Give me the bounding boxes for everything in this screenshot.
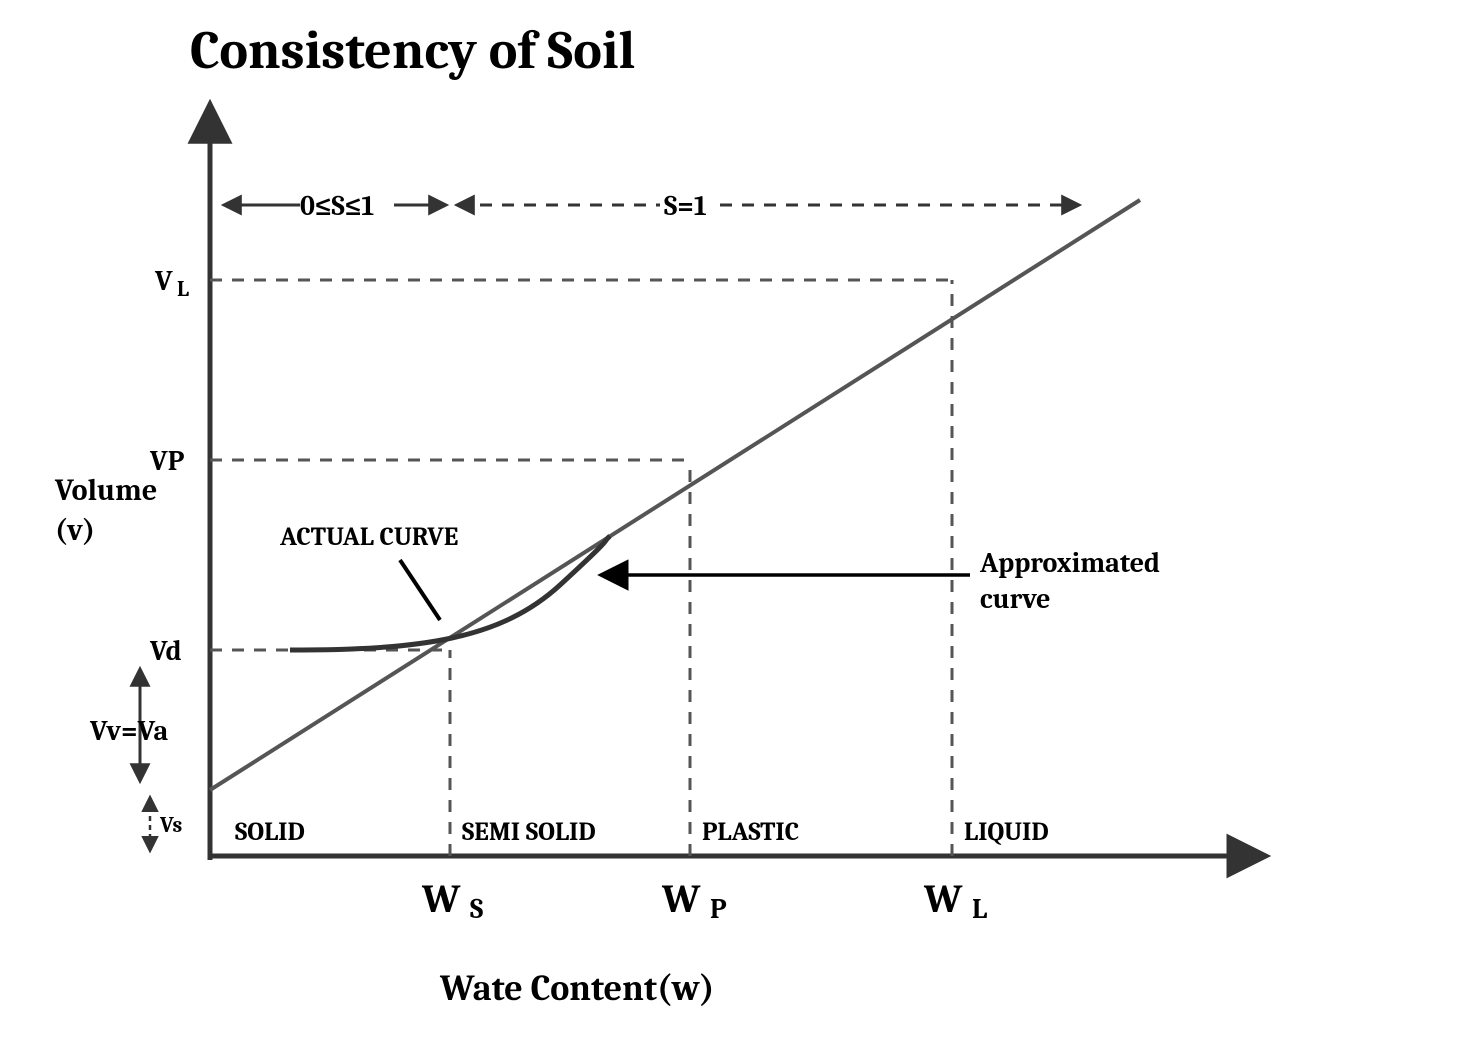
xtick-wp: W P [661, 876, 727, 925]
xtick-wl: W L [923, 876, 987, 925]
ytick-vl: V L [154, 265, 189, 302]
region-semi-solid: SEMI SOLID [462, 817, 596, 847]
actual-curve-label: ACTUAL CURVE [279, 522, 458, 552]
ytick-vs: Vs [159, 812, 182, 838]
xtick-wp-sub: P [710, 893, 727, 925]
range-right-label: S=1 [664, 190, 707, 222]
ytick-va: Vv=Va [89, 715, 168, 747]
y-axis-label-2: (v) [55, 513, 95, 548]
diagram-svg: Consistency of Soil SOLID SEMI SOLID PLA… [0, 0, 1468, 1048]
region-solid: SOLID [235, 817, 305, 847]
range-left-label: 0≤S≤1 [300, 190, 374, 222]
diagram-page: { "title": "Consistency of Soil", "xlabe… [0, 0, 1468, 1048]
chart-title: Consistency of Soil [190, 19, 635, 82]
y-axis-label-1: Volume [54, 473, 157, 508]
region-liquid: LIQUID [964, 817, 1049, 847]
region-plastic: PLASTIC [702, 817, 799, 847]
approximated-line [210, 200, 1140, 790]
xtick-ws-main: W [421, 876, 461, 922]
actual-curve-leader [400, 560, 440, 620]
ytick-vp: VP [149, 445, 185, 477]
approx-label-2: curve [980, 583, 1050, 615]
xtick-ws: W S [421, 876, 483, 925]
xtick-wl-sub: L [972, 893, 987, 925]
x-axis-label: Wate Content(w) [439, 968, 714, 1009]
actual-curve [290, 536, 610, 650]
xtick-wp-main: W [661, 876, 701, 922]
ytick-vd: Vd [149, 635, 182, 667]
xtick-ws-sub: S [470, 893, 483, 925]
xtick-wl-main: W [923, 876, 963, 922]
ytick-vl-sub: L [177, 276, 189, 302]
approx-label-1: Approximated [979, 547, 1160, 579]
ytick-vl-main: V [154, 265, 173, 297]
